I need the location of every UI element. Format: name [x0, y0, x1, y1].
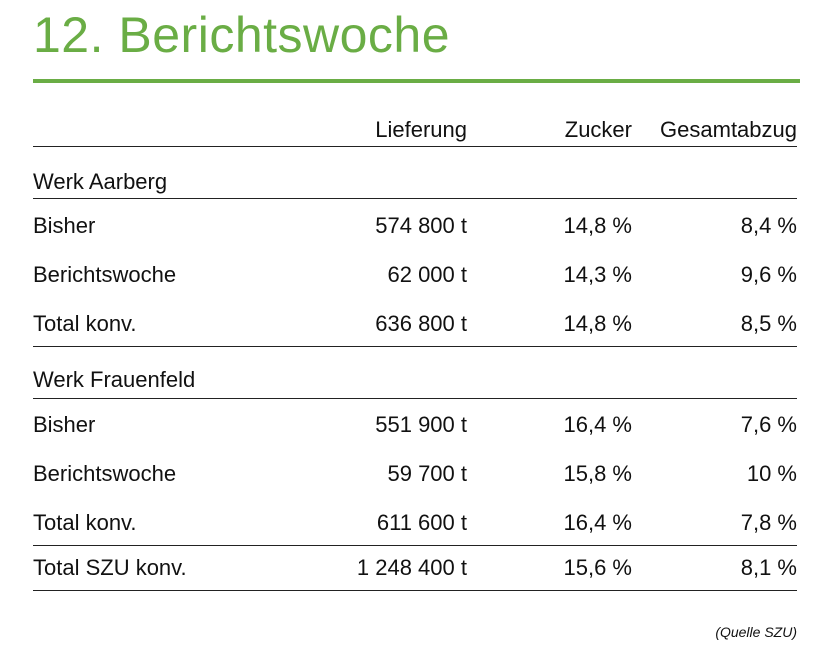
cell-zucker: 14,8 %	[563, 311, 633, 336]
header-zucker: Zucker	[564, 117, 632, 142]
divider	[33, 198, 797, 199]
section-heading: Werk Frauenfeld	[33, 367, 196, 392]
cell-lieferung: 574 800 t	[375, 213, 467, 238]
header-lieferung: Lieferung	[375, 117, 467, 142]
cell-lieferung: 551 900 t	[375, 412, 467, 437]
divider	[33, 146, 797, 147]
cell-gesamtabzug: 8,1 %	[740, 555, 797, 580]
divider	[33, 545, 797, 546]
page-title: 12. Berichtswoche	[33, 7, 451, 63]
cell-lieferung: 59 700 t	[387, 461, 467, 486]
divider	[33, 398, 797, 399]
cell-zucker: 15,6 %	[563, 555, 633, 580]
row-label: Berichtswoche	[33, 262, 177, 287]
source-note: (Quelle SZU)	[715, 624, 797, 640]
cell-zucker: 14,8 %	[563, 213, 633, 238]
cell-gesamtabzug: 8,5 %	[740, 311, 797, 336]
cell-lieferung: 62 000 t	[387, 262, 467, 287]
title-underline	[33, 79, 800, 83]
section-heading: Werk Aarberg	[33, 169, 168, 194]
cell-gesamtabzug: 7,6 %	[740, 412, 797, 437]
row-label: Berichtswoche	[33, 461, 177, 486]
cell-zucker: 15,8 %	[563, 461, 633, 486]
row-label: Bisher	[33, 213, 96, 238]
divider	[33, 590, 797, 591]
cell-gesamtabzug: 7,8 %	[740, 510, 797, 535]
cell-lieferung: 1 248 400 t	[356, 555, 467, 580]
row-label: Total SZU konv.	[33, 555, 187, 580]
cell-zucker: 16,4 %	[563, 510, 633, 535]
row-label: Total konv.	[33, 311, 137, 336]
cell-lieferung: 636 800 t	[375, 311, 467, 336]
cell-gesamtabzug: 8,4 %	[740, 213, 797, 238]
cell-zucker: 14,3 %	[563, 262, 633, 287]
cell-lieferung: 611 600 t	[376, 510, 467, 535]
divider	[33, 346, 797, 347]
row-label: Total konv.	[33, 510, 137, 535]
cell-gesamtabzug: 10 %	[746, 461, 797, 486]
cell-gesamtabzug: 9,6 %	[740, 262, 797, 287]
row-label: Bisher	[33, 412, 96, 437]
cell-zucker: 16,4 %	[563, 412, 633, 437]
header-gesamtabzug: Gesamtabzug	[660, 117, 797, 142]
